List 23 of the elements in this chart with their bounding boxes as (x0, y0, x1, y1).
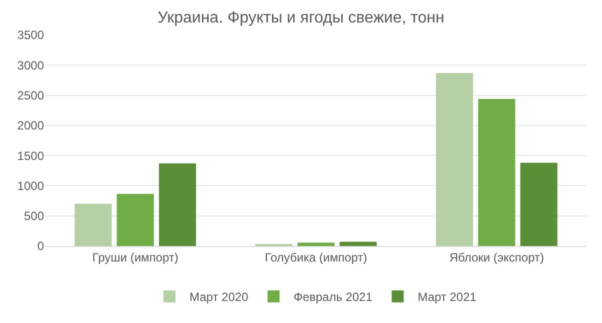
y-tick-label: 2000 (17, 118, 44, 133)
y-tick-label: 3000 (17, 58, 44, 72)
legend-label: Март 2020 (190, 290, 249, 304)
bar (478, 98, 516, 246)
x-tick-label: Голубика (импорт) (264, 250, 368, 264)
bar (116, 194, 154, 246)
bar (297, 242, 335, 246)
chart-title: Украина. Фрукты и ягоды свежие, тонн (158, 10, 444, 27)
bar (520, 162, 558, 246)
y-tick-label: 2500 (17, 88, 44, 102)
x-tick-label: Груши (импорт) (92, 250, 178, 264)
legend-label: Март 2021 (418, 290, 477, 304)
bar (436, 72, 474, 246)
bar (340, 242, 377, 246)
legend-label: Февраль 2021 (294, 290, 373, 304)
y-tick-label: 1500 (17, 148, 44, 163)
y-tick-label: 500 (24, 209, 44, 224)
y-tick-label: 0 (37, 239, 44, 254)
bar (74, 204, 112, 246)
y-tick-label: 1000 (17, 178, 44, 193)
x-tick-label: Яблоки (экспорт) (449, 250, 544, 264)
y-tick-label: 3500 (17, 28, 44, 42)
bar (158, 163, 196, 246)
